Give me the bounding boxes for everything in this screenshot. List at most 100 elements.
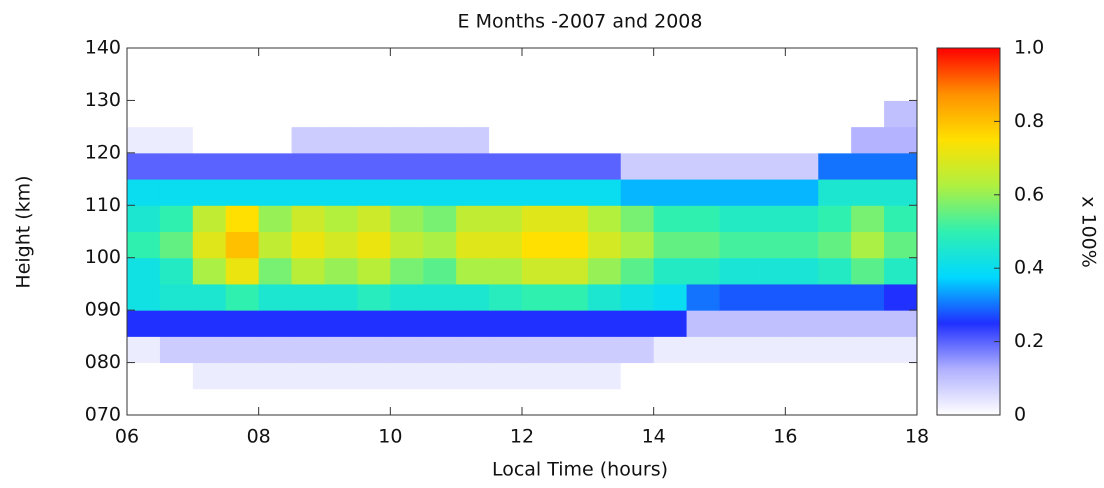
heat-cell [818,179,852,206]
heat-cell [719,126,753,154]
heat-cell [456,74,490,101]
heat-cell [686,74,720,101]
heat-cell [423,48,457,75]
heat-cell [357,205,391,232]
y-axis-label: Height (km) [13,175,35,288]
y-tick-label: 130 [85,89,121,111]
heat-cell [357,231,391,259]
heat-cell [324,336,358,364]
heat-cell [653,336,688,364]
heat-cell [522,283,556,311]
heat-cell [851,257,885,285]
heat-cell [291,48,325,75]
heat-cell [423,100,457,128]
heat-cell [653,257,688,285]
heat-cell [291,231,325,259]
heat-cell [752,48,786,75]
heat-cell [686,179,720,206]
heat-cell [324,231,358,259]
heat-cell [192,231,227,259]
heat-cell [522,152,556,180]
colorbar-label: x 100% [1078,196,1100,268]
heat-cell [291,205,325,232]
heat-cell [456,48,490,75]
heat-cell [423,310,457,337]
heat-cell [489,100,523,128]
heat-cell [258,362,293,390]
heat-cell [686,283,720,311]
heat-cell [127,48,161,75]
colorbar-tick-label: 0 [1014,404,1026,426]
heat-cell [785,48,819,75]
heat-cell [456,231,490,259]
heat-cell [851,100,885,128]
heat-cell [423,205,457,232]
heat-cell [851,283,885,311]
heat-cell [884,231,918,259]
heat-cell [851,152,885,180]
chart-title: E Months -2007 and 2008 [458,11,703,33]
heat-cell [620,388,655,416]
heat-cell [752,388,786,416]
heat-cell [489,48,523,75]
heat-cell [159,388,194,416]
heat-cell [357,100,391,128]
heat-cell [225,152,260,180]
heat-cell [324,48,358,75]
x-tick-label: 08 [247,426,271,448]
heat-cell [752,362,786,390]
heat-cell [258,126,293,154]
heat-cell [324,257,358,285]
heat-cell [818,48,852,75]
heat-cell [818,152,852,180]
heat-cell [554,126,589,154]
heat-cell [818,205,852,232]
heat-cell [884,388,918,416]
heat-cell [818,231,852,259]
heat-cell [324,100,358,128]
heat-cell [291,126,325,154]
heat-cell [291,362,325,390]
heat-cell [719,74,753,101]
heat-cell [554,205,589,232]
heat-cell [192,283,227,311]
heat-cell [884,310,918,337]
heat-cell [489,336,523,364]
heat-cell [324,126,358,154]
heat-cell [620,179,655,206]
heat-cell [357,283,391,311]
heat-cell [522,231,556,259]
heat-cell [686,388,720,416]
heat-cell [884,74,918,101]
heat-cell [258,74,293,101]
heat-cell [456,205,490,232]
heat-cell [719,231,753,259]
heat-cell [620,48,655,75]
heat-cell [357,257,391,285]
heat-cell [851,179,885,206]
heat-cell [225,362,260,390]
heat-cell [587,310,622,337]
heat-cell [554,310,589,337]
heat-cell [620,152,655,180]
heat-cell [423,257,457,285]
heat-cell [357,362,391,390]
colorbar [936,47,1001,416]
heat-cell [489,388,523,416]
heat-cell [686,48,720,75]
heat-cell [554,179,589,206]
heat-cell [522,310,556,337]
heat-cell [785,336,819,364]
heat-cell [324,283,358,311]
heat-cell [554,231,589,259]
heat-cell [785,100,819,128]
heat-cell [752,231,786,259]
heat-cell [357,388,391,416]
heat-cell [489,74,523,101]
heat-cell [752,257,786,285]
heat-cell [291,179,325,206]
heat-cell [686,126,720,154]
heat-cell [554,48,589,75]
heat-cell [522,100,556,128]
